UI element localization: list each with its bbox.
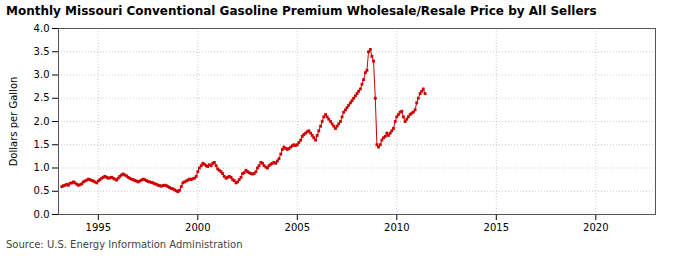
svg-text:Dollars per Gallon: Dollars per Gallon <box>8 77 19 167</box>
svg-text:1.0: 1.0 <box>34 162 50 173</box>
svg-text:0.0: 0.0 <box>34 209 50 220</box>
svg-text:3.0: 3.0 <box>34 69 50 80</box>
svg-text:2000: 2000 <box>185 222 210 233</box>
html-text:Monthly Missouri Conventional: Monthly Missouri Conventional Gasoline P… <box>6 4 597 18</box>
svg-text:2020: 2020 <box>583 222 608 233</box>
svg-text:1995: 1995 <box>86 222 111 233</box>
svg-text:4.0: 4.0 <box>34 23 50 34</box>
html-text:Source: U.S. Energy Informatio: Source: U.S. Energy Information Administ… <box>6 239 243 250</box>
svg-text:2005: 2005 <box>285 222 310 233</box>
svg-text:2010: 2010 <box>384 222 409 233</box>
svg-text:1.5: 1.5 <box>34 139 50 150</box>
svg-text:2015: 2015 <box>484 222 509 233</box>
svg-text:2.0: 2.0 <box>34 116 50 127</box>
svg-text:3.5: 3.5 <box>34 46 50 57</box>
svg-text:2.5: 2.5 <box>34 92 50 103</box>
svg-text:0.5: 0.5 <box>34 185 50 196</box>
